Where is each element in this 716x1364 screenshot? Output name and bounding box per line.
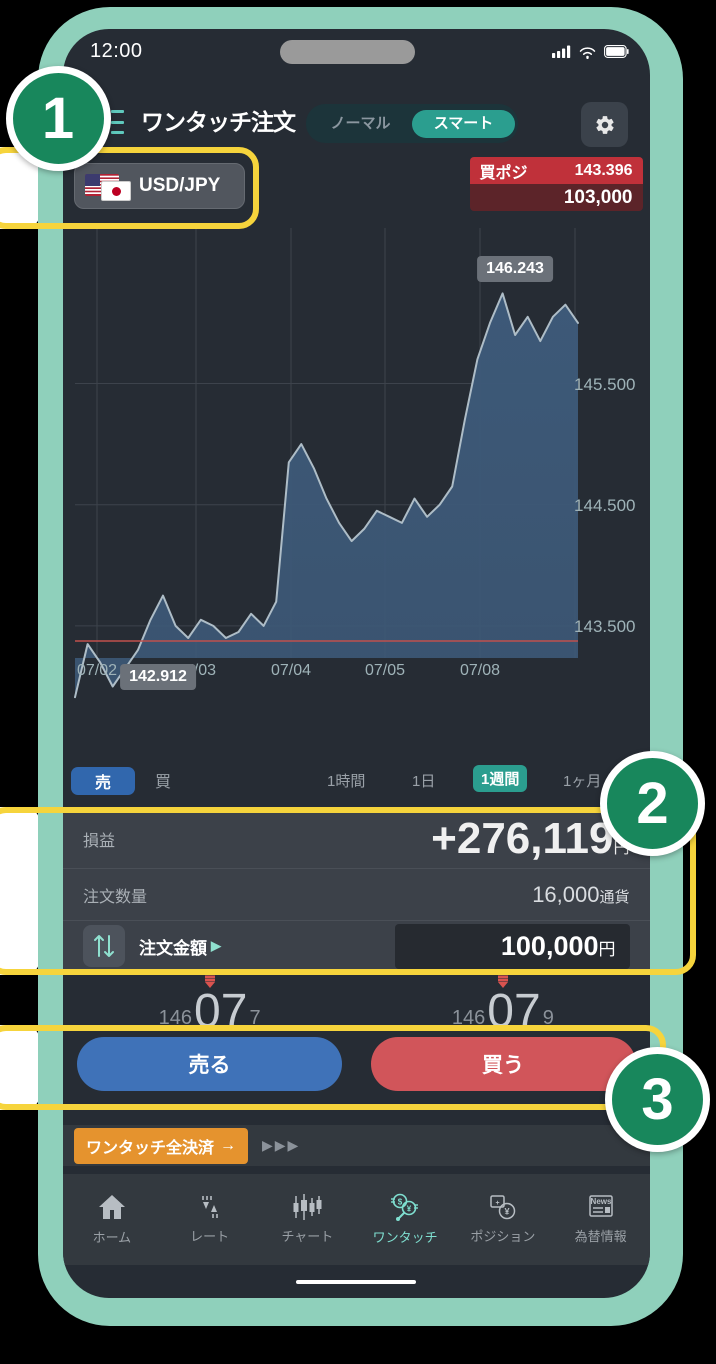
svg-text:¥: ¥ — [407, 1205, 412, 1214]
svg-text:¥: ¥ — [504, 1207, 509, 1217]
svg-text:$: $ — [398, 1198, 403, 1207]
svg-text:News: News — [590, 1197, 611, 1206]
